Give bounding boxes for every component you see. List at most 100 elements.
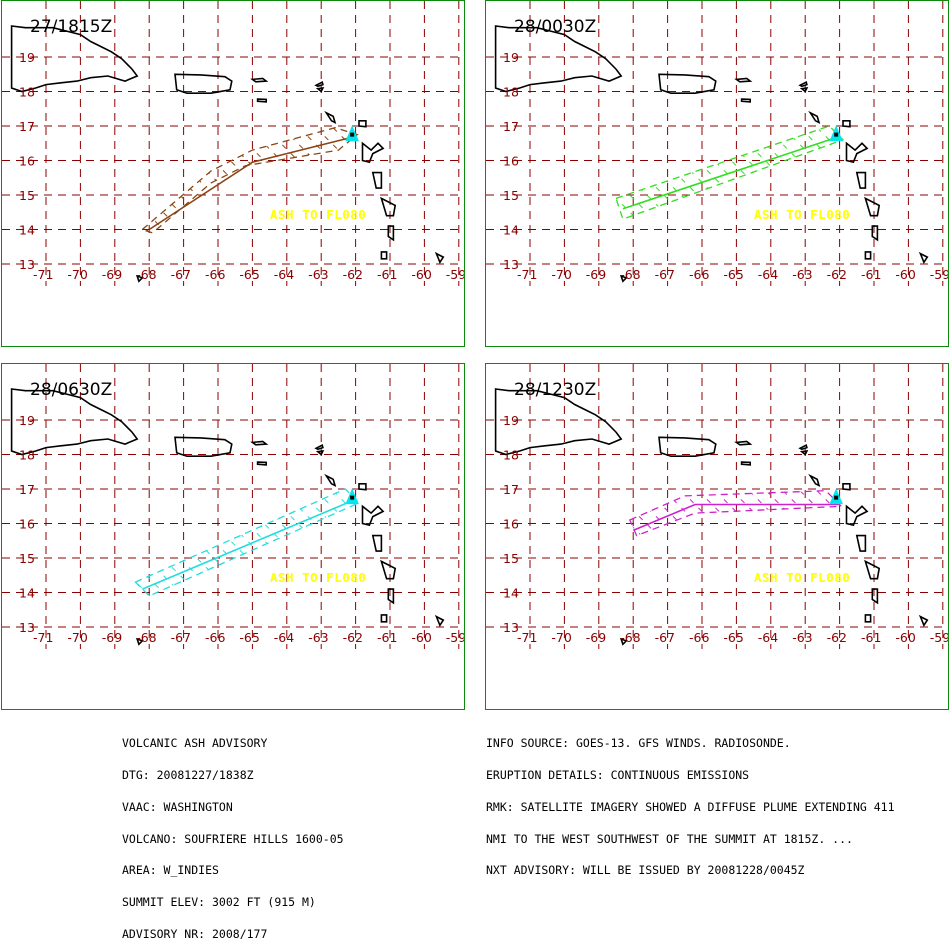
island-outline [864, 559, 881, 580]
longitude-tick-label: -68 [620, 267, 640, 282]
longitude-tick-label: -62 [343, 630, 363, 645]
latitude-tick-label: 13 [503, 620, 519, 635]
longitude-tick-label: -59 [930, 267, 949, 282]
ash-plume-axis [141, 498, 356, 590]
island-outline [371, 171, 383, 189]
longitude-tick-label: -65 [723, 630, 743, 645]
island-outline [918, 251, 929, 265]
longitude-tick-label: -66 [689, 630, 709, 645]
panel-time-label: 28/1230Z [514, 380, 597, 400]
coastline [494, 388, 929, 646]
panel-time-label: 27/1815Z [30, 17, 113, 37]
island-outline [842, 120, 851, 128]
longitude-tick-label: -61 [377, 267, 397, 282]
latitude-tick-label: 18 [19, 85, 35, 100]
longitude-tick-label: -69 [586, 630, 606, 645]
latitude-tick-label: 17 [503, 119, 519, 134]
longitude-tick-label: -60 [411, 630, 431, 645]
island-outline [864, 251, 872, 260]
latitude-tick-label: 14 [19, 223, 35, 238]
longitude-tick-label: -59 [446, 267, 465, 282]
ash-level-annotation: ASH TO FL080 [270, 570, 366, 585]
latitude-tick-label: 19 [503, 50, 519, 65]
island-outline [842, 483, 851, 491]
latitude-tick-label: 16 [19, 154, 35, 169]
island-outline [315, 450, 325, 456]
longitude-tick-label: -67 [171, 630, 191, 645]
advisory-header-block: VOLCANIC ASH ADVISORY DTG: 20081227/1838… [122, 717, 344, 950]
advisory-line: AREA: W_INDIES [122, 863, 219, 878]
longitude-tick-label: -60 [895, 267, 915, 282]
longitude-tick-label: -70 [67, 267, 87, 282]
longitude-tick-label: -63 [792, 267, 812, 282]
map-canvas: ASH TO FL080 19 18 17 16 15 14 13-71 -70 -69 -68 -6… [486, 364, 948, 649]
island-outline [658, 436, 717, 457]
longitude-tick-label: -65 [239, 267, 259, 282]
graticule [2, 1, 464, 286]
island-outline [256, 461, 268, 466]
island-outline [734, 440, 753, 446]
longitude-tick-label: -61 [861, 267, 881, 282]
longitude-tick-label: -69 [586, 267, 606, 282]
advisory-line: NMI TO THE WEST SOUTHWEST OF THE SUMMIT … [486, 831, 853, 846]
map-panel-4: ASH TO FL080 19 18 17 16 15 14 13 -71 -70 -69 -68 -6… [485, 363, 949, 710]
island-outline [135, 637, 144, 646]
latitude-tick-label: 17 [19, 119, 35, 134]
longitude-tick-label: -65 [723, 267, 743, 282]
panel-time-label: 28/0030Z [514, 17, 597, 37]
map-panel-3: ASH TO FL080 19 18 17 16 15 14 13 -71 -70 -69 -68 -6… [1, 363, 465, 710]
latitude-tick-label: 13 [503, 257, 519, 272]
island-outline [324, 473, 337, 488]
longitude-tick-label: -62 [827, 267, 847, 282]
longitude-tick-label: -60 [895, 630, 915, 645]
ash-level-annotation: ASH TO FL080 [754, 570, 850, 585]
panel-time-label: 28/0630Z [30, 380, 113, 400]
island-outline [250, 440, 269, 446]
island-outline [799, 87, 809, 93]
island-outline [864, 196, 881, 217]
island-outline [845, 504, 869, 527]
latitude-tick-label: 19 [19, 50, 35, 65]
latitude-tick-label: 14 [503, 586, 519, 601]
latitude-tick-label: 15 [503, 188, 519, 203]
island-outline [619, 274, 628, 283]
longitude-tick-label: -67 [655, 267, 675, 282]
island-outline [734, 77, 753, 83]
island-outline [434, 251, 445, 265]
longitude-tick-label: -68 [136, 630, 156, 645]
island-outline [918, 614, 929, 628]
longitude-tick-label: -64 [274, 267, 294, 282]
island-outline [10, 25, 139, 93]
longitude-tick-label: -65 [239, 630, 259, 645]
advisory-line: ERUPTION DETAILS: CONTINUOUS EMISSIONS [486, 767, 750, 782]
ash-plume-area [140, 127, 359, 234]
latitude-tick-label: 18 [19, 448, 35, 463]
ash-level-annotation: ASH TO FL080 [754, 207, 850, 222]
longitude-tick-label: -59 [446, 630, 465, 645]
longitude-tick-label: -63 [308, 267, 328, 282]
latitude-tick-label: 14 [19, 586, 35, 601]
island-outline [855, 534, 867, 552]
island-outline [864, 614, 872, 623]
longitude-tick-label: -66 [689, 267, 709, 282]
island-outline [798, 444, 808, 451]
island-outline [845, 141, 869, 164]
ash-level-annotation: ASH TO FL080 [270, 207, 366, 222]
latitude-tick-label: 16 [503, 154, 519, 169]
latitude-tick-label: 17 [19, 482, 35, 497]
latitude-tick-label: 19 [19, 413, 35, 428]
island-outline [174, 436, 233, 457]
latitude-tick-label: 15 [19, 188, 35, 203]
longitude-tick-label: -68 [620, 630, 640, 645]
map-panel-1: ASH TO FL080 19 18 17 16 15 14 13 -71 -70 -69 -68 -6… [1, 0, 465, 347]
longitude-tick-label: -64 [758, 267, 778, 282]
island-outline [314, 444, 324, 451]
island-outline [361, 504, 385, 527]
latitude-tick-label: 15 [19, 551, 35, 566]
island-outline [855, 171, 867, 189]
island-outline [380, 196, 397, 217]
volcano-vent-dot [834, 132, 839, 137]
longitude-tick-label: -62 [827, 630, 847, 645]
ash-plume-axis [622, 135, 840, 210]
longitude-tick-label: -69 [102, 630, 122, 645]
